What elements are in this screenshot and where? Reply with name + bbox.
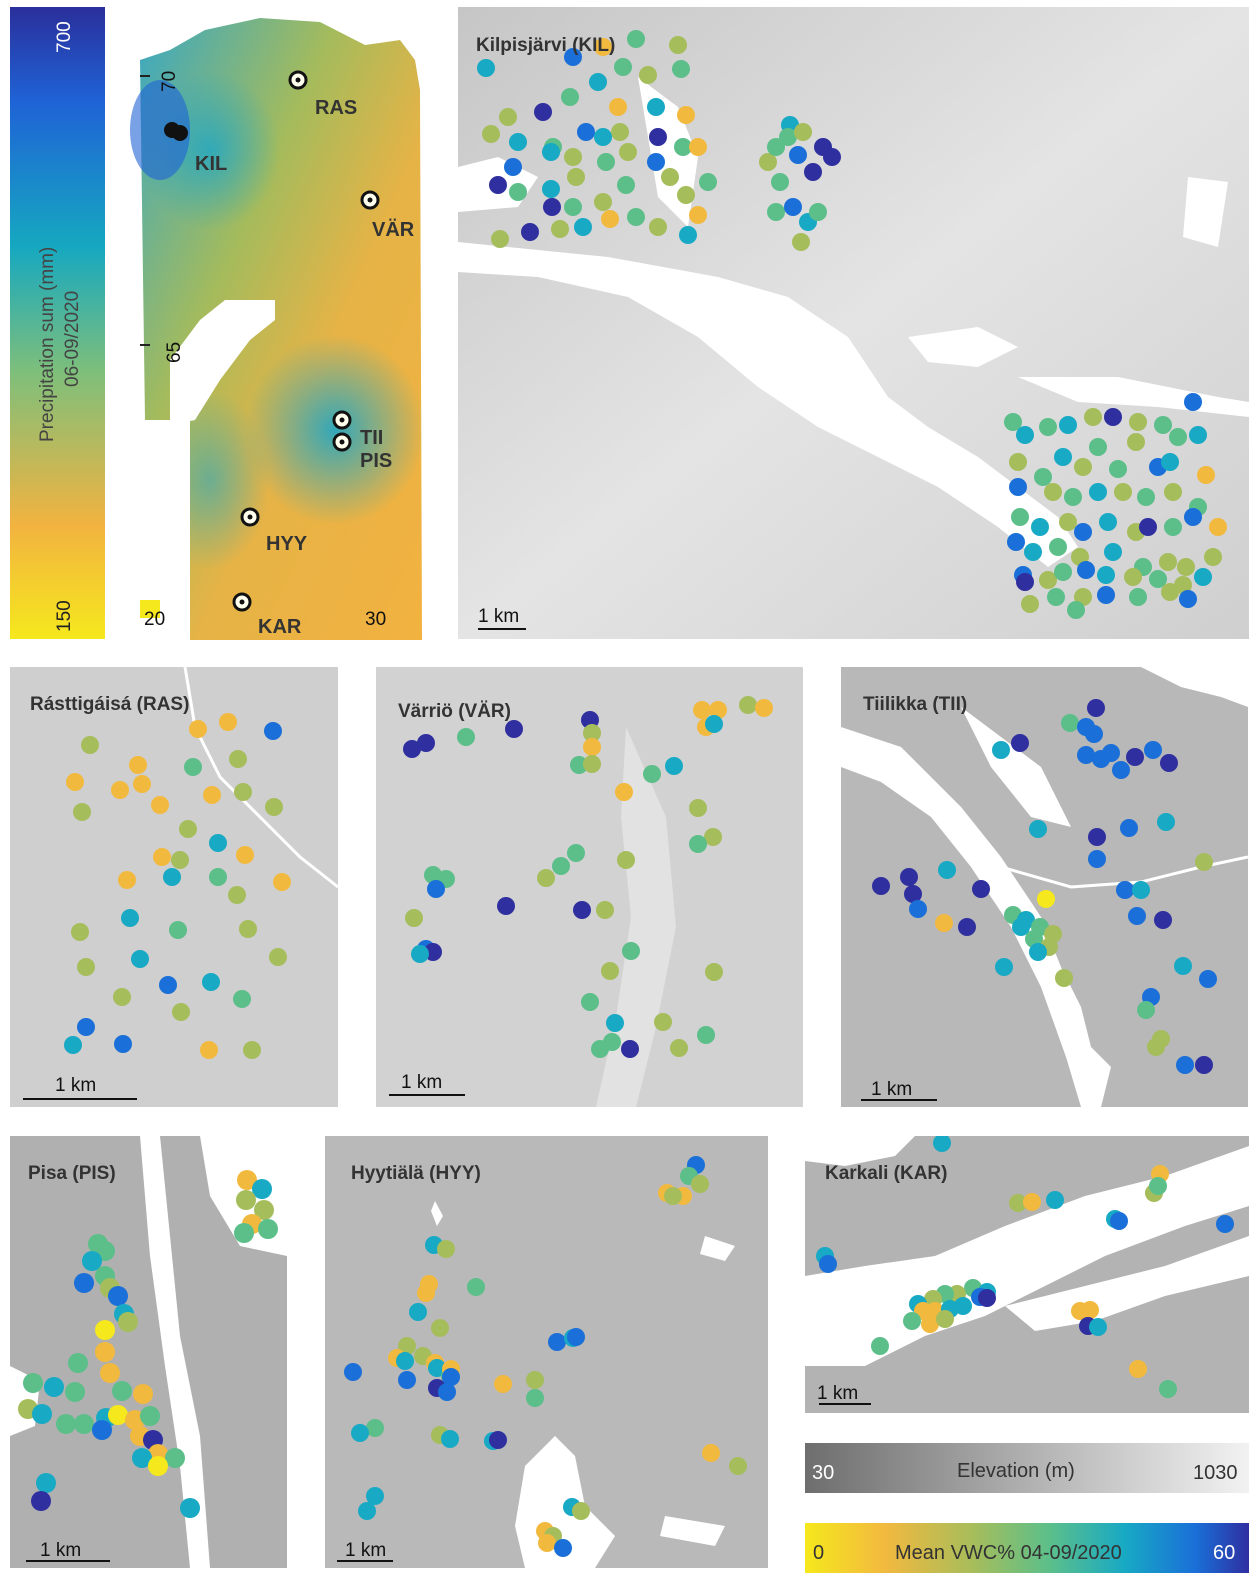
vwc-max-label: 60	[1213, 1542, 1235, 1564]
map-varrio: Värriö (VÄR) 1 km	[376, 667, 803, 1107]
site-label-kar: KAR	[258, 616, 302, 638]
elevation-max-label: 1030	[1193, 1462, 1238, 1484]
tii-title: Tiilikka (TII)	[863, 694, 967, 715]
map-tiilikka: Tiilikka (TII) 1 km	[841, 667, 1248, 1107]
site-label-hyy: HYY	[266, 533, 308, 555]
hyy-points	[344, 1156, 747, 1557]
precip-min-label: 150	[54, 600, 75, 632]
kil-scale-label: 1 km	[478, 606, 519, 627]
hyy-title: Hyytiälä (HYY)	[351, 1163, 481, 1184]
pis-scale-label: 1 km	[40, 1540, 81, 1561]
map-kilpisjarvi: Kilpisjärvi (KIL) 1 km	[458, 7, 1249, 639]
site-label-pis: PIS	[360, 450, 392, 472]
var-title: Värriö (VÄR)	[398, 701, 511, 722]
lat-65-tick: 65	[164, 342, 185, 363]
site-marker-pis	[332, 432, 352, 452]
ras-points	[64, 713, 291, 1059]
kil-points	[477, 30, 1227, 619]
vwc-min-label: 0	[813, 1542, 824, 1564]
precip-period-label: 06-09/2020	[62, 291, 83, 387]
lat-70-tick: 70	[159, 71, 180, 92]
panel-tiilikka: Tiilikka (TII) 1 km	[841, 667, 1248, 1107]
elevation-legend: 30 Elevation (m) 1030	[805, 1443, 1249, 1493]
lon-30-tick: 30	[365, 609, 386, 630]
site-label-tii: TII	[360, 427, 383, 449]
elevation-min-label: 30	[812, 1462, 834, 1484]
lon-20-tick: 20	[144, 609, 165, 630]
kil-title: Kilpisjärvi (KIL)	[476, 35, 615, 56]
panel-varrio: Värriö (VÄR) 1 km	[376, 667, 803, 1107]
ras-scale-label: 1 km	[55, 1075, 96, 1096]
elevation-title-label: Elevation (m)	[957, 1460, 1075, 1482]
map-karkali: Karkali (KAR) 1 km	[805, 1136, 1249, 1413]
var-scale-label: 1 km	[401, 1072, 442, 1093]
panel-hyytiala: Hyytiälä (HYY) 1 km	[325, 1136, 768, 1568]
site-marker-var	[360, 190, 380, 210]
site-marker-tii	[332, 410, 352, 430]
site-marker-hyy	[240, 507, 260, 527]
site-marker-kar	[232, 592, 252, 612]
vwc-title-label: Mean VWC% 04-09/2020	[895, 1542, 1122, 1564]
pis-points	[18, 1170, 278, 1518]
site-label-ras: RAS	[315, 97, 357, 119]
pis-title: Pisa (PIS)	[28, 1163, 116, 1184]
kar-points	[816, 1136, 1234, 1398]
site-label-kil: KIL	[195, 153, 227, 175]
panel-karkali: Karkali (KAR) 1 km	[805, 1136, 1249, 1413]
lake-pisa	[140, 1136, 210, 1568]
panel-rasttigaisa: Rásttigáisá (RAS) 1 km	[10, 667, 338, 1107]
panel-kilpisjarvi: Kilpisjärvi (KIL) 1 km	[458, 7, 1249, 639]
site-marker-ras	[288, 70, 308, 90]
tii-scale-label: 1 km	[871, 1079, 912, 1100]
kar-title: Karkali (KAR)	[825, 1163, 947, 1184]
site-label-var: VÄR	[372, 218, 415, 241]
precipitation-colorbar: 700 150 Precipitation sum (mm) 06-09/202…	[10, 7, 105, 639]
map-hyytiala: Hyytiälä (HYY) 1 km	[325, 1136, 768, 1568]
lake-tiilikka	[841, 727, 1111, 1107]
ras-title: Rásttigáisá (RAS)	[30, 694, 189, 715]
vwc-legend: 0 Mean VWC% 04-09/2020 60	[805, 1523, 1249, 1573]
finland-overview-map: 70 65 20 30 RAS KIL VÄR TII PIS HYY KAR	[130, 18, 425, 640]
panel-pisa: Pisa (PIS) 1 km	[10, 1136, 287, 1568]
var-points	[403, 696, 773, 1058]
hyy-scale-label: 1 km	[345, 1540, 386, 1561]
tii-points	[872, 699, 1217, 1074]
map-rasttigaisa: Rásttigáisá (RAS) 1 km	[10, 667, 338, 1107]
site-marker-kil	[164, 122, 188, 141]
kar-scale-label: 1 km	[817, 1383, 858, 1404]
map-pisa: Pisa (PIS) 1 km	[10, 1136, 287, 1568]
precip-max-label: 700	[54, 21, 75, 53]
precip-axis-label: Precipitation sum (mm)	[37, 247, 58, 442]
